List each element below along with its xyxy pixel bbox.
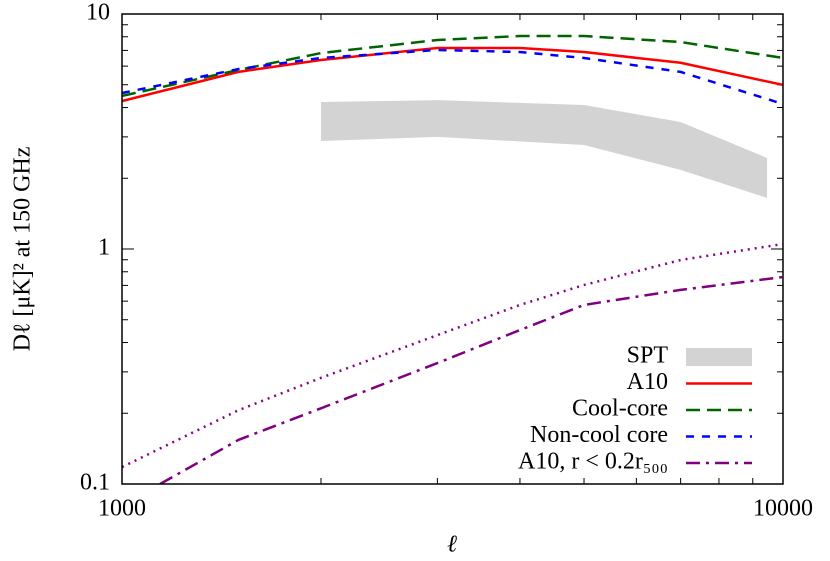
y-tick-label: 1 bbox=[98, 235, 110, 261]
line bbox=[122, 48, 783, 106]
legend-swatch bbox=[686, 348, 752, 366]
line bbox=[159, 275, 783, 484]
y-tick-label: 10 bbox=[86, 0, 110, 26]
line bbox=[122, 242, 783, 469]
y-tick-label: 0.1 bbox=[80, 470, 110, 496]
y-axis-label: Dℓ [μK]² at 150 GHz bbox=[10, 147, 36, 352]
line bbox=[122, 34, 783, 98]
legend-label: A10, r < 0.2r₅₀₀ bbox=[518, 449, 668, 475]
x-tick-label: 10000 bbox=[753, 496, 813, 522]
legend-label: SPT bbox=[627, 343, 669, 369]
x-axis-label: ℓ bbox=[447, 532, 457, 557]
line bbox=[122, 46, 783, 103]
legend-label: Cool-core bbox=[572, 396, 668, 422]
plot-frame bbox=[121, 13, 784, 485]
legend-label: A10 bbox=[627, 369, 668, 395]
legend-label: Non-cool core bbox=[530, 422, 668, 448]
x-tick-label: 1000 bbox=[98, 496, 146, 522]
band bbox=[320, 100, 768, 198]
